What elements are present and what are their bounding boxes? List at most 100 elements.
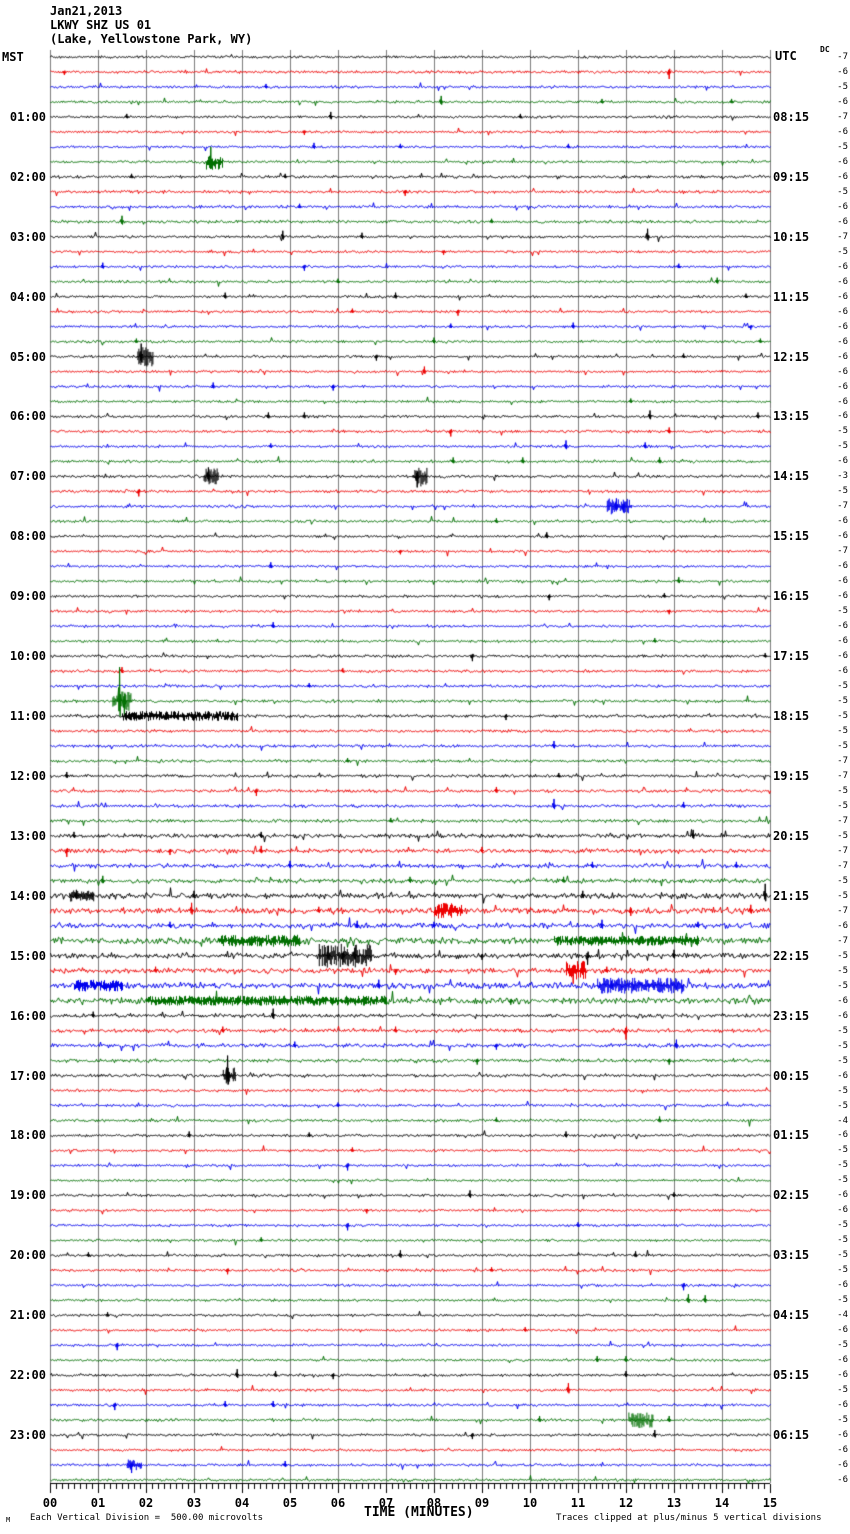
dc-offset-value: -6 [837,1400,848,1410]
dc-offset-value: -5 [837,741,848,751]
utc-hour-label: 16:15 [773,589,810,603]
dc-offset-value: -5 [837,1086,848,1096]
utc-hour-label: 05:15 [773,1368,810,1382]
title-station: LKWY SHZ US 01 [50,18,152,32]
dc-offset-value: -6 [837,666,848,676]
dc-offset-value: -5 [837,1026,848,1036]
dc-offset-value: -3 [837,471,848,481]
utc-hour-label: 06:15 [773,1428,810,1442]
mst-hour-label: 17:00 [9,1069,46,1083]
x-axis-tick-label: 03 [186,1496,202,1510]
dc-offset-value: -6 [837,1445,848,1455]
dc-offset-value: -5 [837,1175,848,1185]
dc-offset-value: -6 [837,1280,848,1290]
dc-offset-value: -6 [837,411,848,421]
dc-offset-value: -6 [837,67,848,77]
mst-hour-label: 23:00 [9,1428,46,1442]
dc-offset-value: -5 [837,187,848,197]
x-axis-title: TIME (MINUTES) [364,1505,474,1520]
dc-offset-value: -6 [837,561,848,571]
dc-offset-value: -5 [837,951,848,961]
x-axis-tick-label: 13 [666,1496,682,1510]
dc-offset-value: -6 [837,97,848,107]
dc-offset-value: -6 [837,1460,848,1470]
dc-offset-value: -6 [837,651,848,661]
dc-offset-value: -5 [837,801,848,811]
dc-offset-value: -6 [837,621,848,631]
utc-hour-label: 01:15 [773,1128,810,1142]
dc-offset-value: -5 [837,891,848,901]
dc-offset-value: -5 [837,426,848,436]
dc-offset-value: -5 [837,1235,848,1245]
x-axis-tick-label: 10 [522,1496,538,1510]
utc-hour-label: 14:15 [773,469,810,483]
mst-hour-label: 07:00 [9,469,46,483]
dc-offset-value: -6 [837,397,848,407]
dc-offset-value: -5 [837,606,848,616]
dc-offset-value: -7 [837,232,848,242]
x-axis-tick-label: 02 [138,1496,154,1510]
utc-hour-label: 09:15 [773,170,810,184]
dc-offset-value: -7 [837,846,848,856]
mst-hour-label: 04:00 [9,290,46,304]
dc-offset-value: -6 [837,576,848,586]
dc-offset-value: -5 [837,1160,848,1170]
x-axis-tick-label: 14 [714,1496,730,1510]
dc-offset-value: -5 [837,681,848,691]
dc-offset-value: -7 [837,861,848,871]
mst-hour-label: 11:00 [9,709,46,723]
dc-offset-value: -5 [837,82,848,92]
mst-hour-label: 03:00 [9,230,46,244]
dc-offset-value: -6 [837,367,848,377]
dc-offset-value: -5 [837,1041,848,1051]
title-date: Jan21,2013 [50,4,123,18]
dc-offset-value: -5 [837,1101,848,1111]
mst-hour-label: 16:00 [9,1009,46,1023]
dc-offset-value: -6 [837,516,848,526]
mst-hour-label: 13:00 [9,829,46,843]
dc-offset-value: -7 [837,501,848,511]
x-axis-tick-label: 04 [234,1496,250,1510]
x-axis-tick-label: 01 [90,1496,106,1510]
mst-hour-label: 06:00 [9,409,46,423]
utc-hour-label: 22:15 [773,949,810,963]
x-axis-tick-label: 05 [282,1496,298,1510]
dc-offset-value: -6 [837,1475,848,1485]
dc-offset-header: DC [820,45,830,54]
dc-offset-value: -6 [837,1190,848,1200]
dc-offset-value: -6 [837,1011,848,1021]
x-axis-tick-label: 11 [570,1496,586,1510]
dc-offset-value: -6 [837,382,848,392]
dc-offset-value: -6 [837,531,848,541]
dc-offset-value: -5 [837,831,848,841]
scale-note: Each Vertical Division = 500.00 microvol… [30,1513,263,1523]
x-axis-tick-label: 08 [426,1496,442,1510]
dc-offset-value: -4 [837,1116,848,1126]
dc-offset-value: -6 [837,202,848,212]
dc-offset-value: -6 [837,337,848,347]
dc-offset-value: -5 [837,786,848,796]
utc-hour-label: 19:15 [773,769,810,783]
right-timezone-label: UTC [775,49,797,63]
dc-offset-value: -7 [837,52,848,62]
dc-offset-value: -5 [837,1220,848,1230]
dc-offset-value: -5 [837,1415,848,1425]
dc-offset-value: -5 [837,1145,848,1155]
dc-offset-value: -7 [837,936,848,946]
dc-offset-value: -6 [837,1205,848,1215]
utc-hour-label: 13:15 [773,409,810,423]
dc-offset-value: -5 [837,1265,848,1275]
utc-hour-label: 00:15 [773,1069,810,1083]
dc-offset-value: -6 [837,157,848,167]
dc-offset-value: -6 [837,1355,848,1365]
dc-offset-value: -7 [837,771,848,781]
dc-offset-value: -6 [837,127,848,137]
utc-hour-label: 02:15 [773,1188,810,1202]
dc-offset-value: -5 [837,142,848,152]
mst-hour-label: 19:00 [9,1188,46,1202]
dc-offset-value: -5 [837,711,848,721]
mst-hour-label: 18:00 [9,1128,46,1142]
utc-hour-label: 17:15 [773,649,810,663]
dc-offset-value: -5 [837,1056,848,1066]
